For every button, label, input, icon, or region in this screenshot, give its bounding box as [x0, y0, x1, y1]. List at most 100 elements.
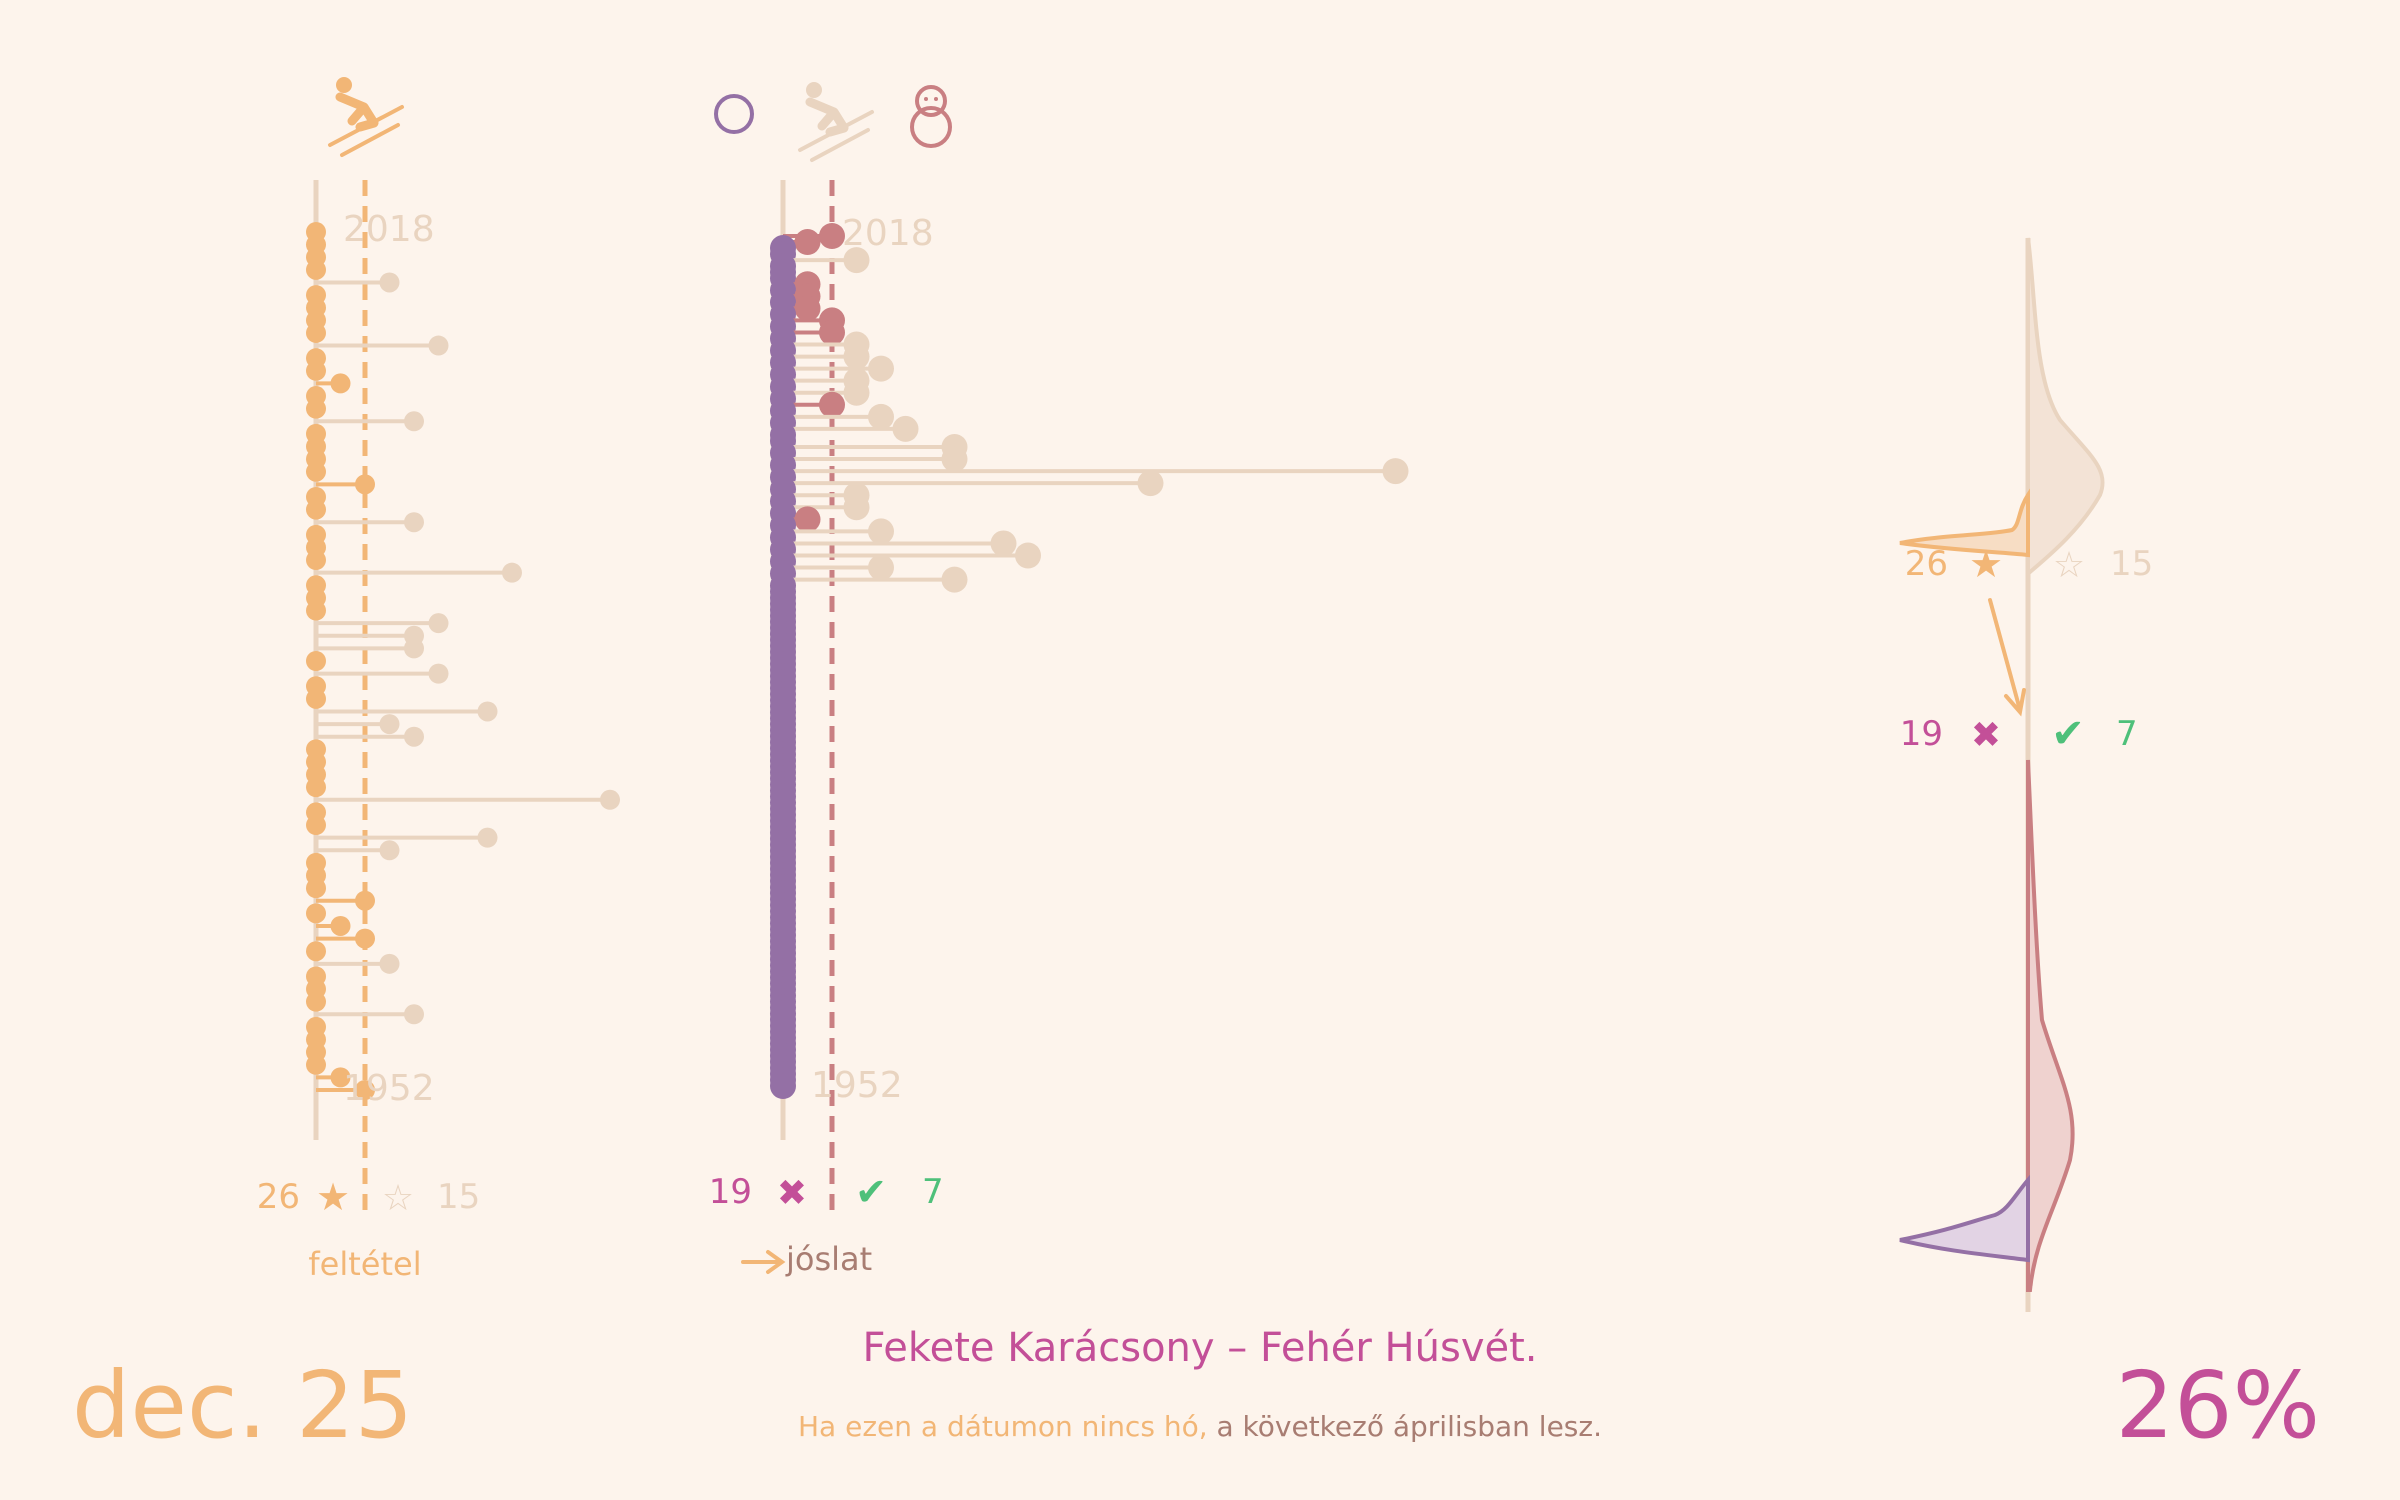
cross-icon: ✖ — [777, 1173, 807, 1214]
right-lollipops — [770, 223, 1409, 1099]
lollipop-dot — [379, 840, 400, 861]
lollipop-dot — [379, 272, 400, 293]
lollipop-dot — [819, 223, 845, 249]
skier-icon — [798, 82, 874, 162]
lollipop-dot — [477, 827, 498, 848]
star-outline-icon: ☆ — [382, 1178, 414, 1219]
left-axis-caption: feltétel — [308, 1245, 421, 1283]
lollipop-dot — [1137, 470, 1164, 497]
lollipop-dot — [819, 391, 845, 418]
lollipop-dot — [1015, 542, 1041, 569]
lollipop-dot — [428, 613, 449, 634]
left-year-top: 2018 — [343, 209, 435, 250]
lollipop-dot — [941, 566, 968, 593]
lollipop-dot — [794, 229, 821, 256]
lollipop-dot — [868, 554, 894, 581]
lollipop-dot — [330, 1067, 351, 1088]
left-count-false: 15 — [437, 1177, 480, 1217]
side-count-right: 7 — [2116, 714, 2138, 754]
percentage-value: 26% — [2115, 1352, 2320, 1459]
lollipop-dot — [355, 474, 375, 495]
down-arrow-icon — [1988, 598, 2026, 717]
left-count-true: 26 — [257, 1177, 300, 1217]
right-count-right: 7 — [922, 1172, 944, 1212]
lollipop-dot — [428, 335, 449, 356]
lollipop-dot — [306, 1054, 326, 1075]
lollipop-dot — [330, 915, 351, 936]
lollipop-dot — [868, 403, 894, 430]
lollipop-dot — [330, 373, 351, 394]
right-axis-caption: jóslat — [785, 1240, 872, 1278]
lollipop-dot — [306, 600, 326, 621]
lollipop-dot — [306, 878, 326, 899]
lollipop-dot — [306, 499, 326, 520]
right-year-top: 2018 — [842, 213, 934, 254]
lollipop-dot — [990, 530, 1017, 557]
distribution-right-curve — [2026, 759, 2075, 1292]
lollipop-dot — [404, 411, 424, 432]
star-icon: ★ — [316, 1175, 350, 1219]
side-count-true: 26 — [1905, 544, 1948, 584]
lollipop-dot — [843, 379, 870, 406]
arrow-icon — [741, 1250, 786, 1274]
right-count-wrong: 19 — [709, 1172, 752, 1212]
lollipop-dot — [843, 343, 870, 370]
page-title: Fekete Karácsony – Fehér Húsvét. — [862, 1325, 1538, 1371]
lollipop-dot — [355, 1080, 375, 1100]
lollipop-dot — [843, 247, 870, 274]
lollipop-dot — [306, 461, 326, 482]
side-count-wrong: 19 — [1900, 714, 1943, 754]
lollipop-dot — [404, 512, 424, 533]
lollipop-dot — [868, 355, 894, 382]
lollipop-dot — [379, 953, 400, 974]
lollipop-dot — [306, 398, 326, 419]
star-icon: ★ — [1969, 542, 2003, 586]
distribution-true-curve — [1899, 488, 2030, 558]
subtitle-part2: a következő áprilisban lesz. — [1216, 1410, 1603, 1443]
lollipop-dot — [306, 651, 326, 671]
lollipop-dot — [892, 415, 919, 442]
lollipop-dot — [770, 1073, 796, 1099]
lollipop-dot — [404, 638, 424, 659]
lollipop-dot — [355, 928, 375, 949]
left-year-bottom: 1952 — [343, 1068, 435, 1109]
side-count-false: 15 — [2110, 544, 2153, 584]
lollipop-dot — [306, 360, 326, 381]
lollipop-dot — [843, 494, 870, 521]
lollipop-dot — [477, 701, 498, 722]
lollipop-dot — [306, 991, 326, 1012]
left-lollipops — [306, 222, 620, 1100]
lollipop-dot — [404, 726, 424, 747]
lollipop-dot — [306, 322, 326, 343]
lollipop-dot — [819, 319, 845, 346]
page-subtitle: Ha ezen a dátumon nincs hó, a következő … — [0, 1410, 2400, 1443]
snowman-icon — [910, 85, 952, 148]
distribution-wrong-curve — [1899, 1174, 2030, 1263]
lollipop-dot — [306, 688, 326, 709]
lollipop-dot — [794, 506, 821, 533]
lollipop-dot — [941, 446, 968, 473]
cross-icon: ✖ — [1971, 715, 2001, 756]
lollipop-dot — [502, 562, 522, 583]
lollipop-dot — [306, 259, 326, 280]
lollipop-dot — [868, 518, 894, 545]
star-outline-icon: ☆ — [2053, 545, 2085, 586]
lollipop-dot — [404, 1004, 424, 1025]
date-label: dec. 25 — [72, 1352, 414, 1459]
lollipop-dot — [306, 815, 326, 836]
lollipop-dot — [306, 550, 326, 571]
lollipop-dot — [794, 295, 821, 322]
lollipop-dot — [379, 714, 400, 735]
circle-icon — [714, 94, 754, 134]
skier-icon — [328, 77, 404, 157]
right-year-bottom: 1952 — [811, 1065, 903, 1106]
lollipop-dot — [600, 789, 620, 810]
check-icon: ✔ — [855, 1170, 887, 1214]
lollipop-dot — [428, 663, 449, 684]
distribution-false-curve — [2026, 237, 2105, 574]
lollipop-dot — [306, 777, 326, 798]
lollipop-dot — [355, 890, 375, 911]
subtitle-part1: Ha ezen a dátumon nincs hó, — [797, 1410, 1208, 1443]
check-icon: ✔ — [2051, 711, 2085, 757]
